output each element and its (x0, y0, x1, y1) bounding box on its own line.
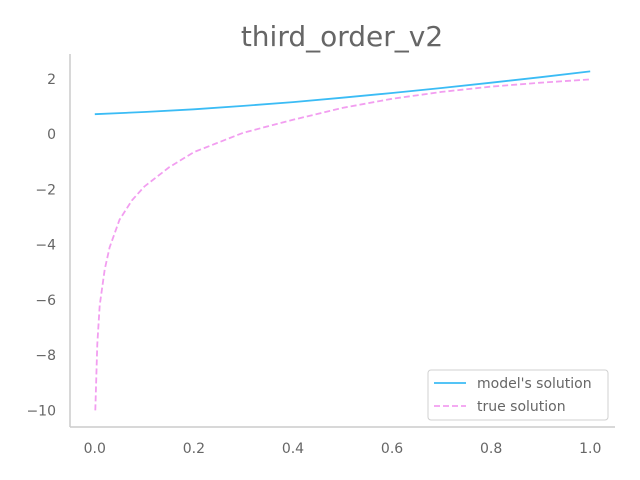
axes: 0.0 0.2 0.4 0.6 0.8 1.0 2 0 −2 −4 −6 −8 −10 (26, 54, 615, 457)
x-tick-label: 0.8 (480, 441, 502, 457)
y-tick-label: −6 (35, 293, 56, 309)
legend: model's solution true solution (427, 369, 609, 421)
y-tick-label: −2 (35, 182, 56, 198)
x-tick-label: 0.2 (183, 441, 205, 457)
x-tick-label: 1.0 (579, 441, 601, 457)
x-tick-label: 0.0 (84, 441, 106, 457)
x-tick-label: 0.4 (282, 441, 304, 457)
series-line-true-solution (94, 78, 591, 411)
plot-area (94, 70, 591, 411)
y-tick-label: −8 (35, 348, 56, 364)
y-tick-label: −4 (35, 238, 56, 254)
y-tick-label: 0 (47, 127, 56, 143)
legend-label: model's solution (477, 376, 592, 392)
y-tick-label: −10 (26, 403, 56, 419)
series-line-model-s-solution (94, 70, 591, 116)
x-tick-label: 0.6 (381, 441, 403, 457)
legend-label: true solution (477, 399, 566, 415)
chart-title: third_order_v2 (241, 20, 443, 53)
y-tick-label: 2 (47, 72, 56, 88)
legend-box (427, 369, 609, 421)
